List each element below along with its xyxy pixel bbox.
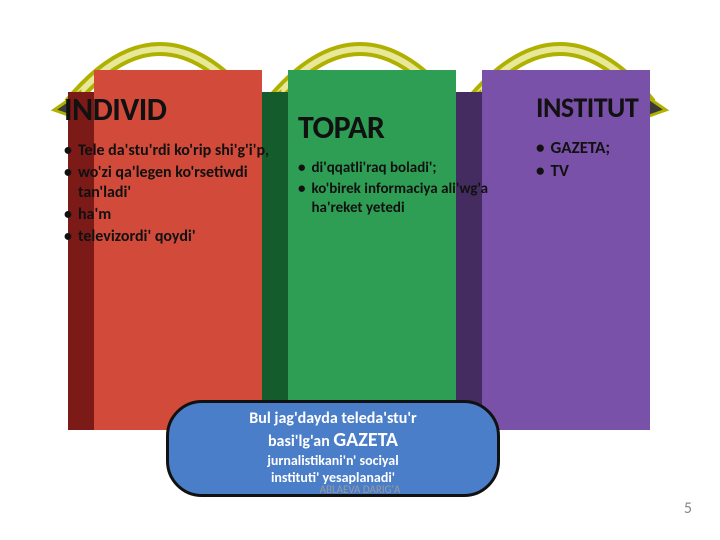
- institut-bullet-0: GAZETA;: [550, 137, 610, 158]
- individ-title: INDIVID: [64, 90, 284, 129]
- topar-title: TOPAR: [298, 108, 518, 147]
- institut-bullets: GAZETA; TV: [536, 137, 686, 182]
- individ-bullet-2: ha'm: [78, 205, 111, 225]
- institut-bullet-1: TV: [550, 160, 568, 181]
- bubble-line2-pre: basi'lg'an: [268, 432, 333, 451]
- column-topar: TOPAR di'qqatli'raq boladi'; ko'birek in…: [298, 90, 518, 219]
- slide: INDIVID Tele da'stu'rdi ko'rip shi'g'i'p…: [0, 0, 720, 540]
- footer-author: ABLAEVA DARIG'A: [0, 483, 720, 496]
- bubble-line1: Bul jag'dayda teleda'stu'r: [183, 409, 483, 428]
- column-individ: INDIVID Tele da'stu'rdi ko'rip shi'g'i'p…: [64, 90, 284, 249]
- bubble-line3: jurnalistikani'n' sociyal: [183, 452, 483, 469]
- topar-bullet-1: ko'birek informaciya ali'wg'a ha'reket y…: [311, 180, 518, 218]
- institut-title: INSTITUT: [536, 90, 686, 125]
- individ-bullet-3: televizordi' qoydi': [78, 227, 196, 247]
- column-institut: INSTITUT GAZETA; TV: [536, 90, 686, 184]
- page-number: 5: [684, 499, 692, 518]
- topar-bullets: di'qqatli'raq boladi'; ko'birek informac…: [298, 159, 518, 217]
- bubble-line2: basi'lg'an GAZETA: [183, 428, 483, 452]
- topar-bullet-0: di'qqatli'raq boladi';: [311, 159, 436, 178]
- individ-bullets: Tele da'stu'rdi ko'rip shi'g'i'p, wo'zi …: [64, 141, 284, 247]
- individ-bullet-0: Tele da'stu'rdi ko'rip shi'g'i'p,: [78, 141, 269, 161]
- bubble-line2-big: GAZETA: [333, 428, 398, 452]
- individ-bullet-1: wo'zi qa'legen ko'rsetiwdi tan'ladi': [78, 163, 284, 203]
